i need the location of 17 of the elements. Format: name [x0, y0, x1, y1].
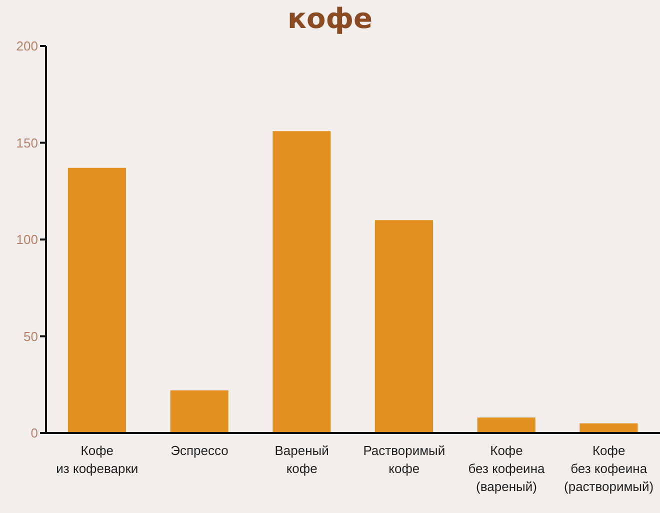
- x-tick-label: Вареный кофе: [274, 443, 329, 476]
- x-tick-label: Растворимый кофе: [363, 443, 446, 476]
- y-tick-label: 0: [30, 426, 38, 441]
- chart-title: кофе: [286, 2, 374, 36]
- y-tick-label: 200: [16, 38, 38, 54]
- bar: [170, 390, 228, 433]
- bar: [68, 168, 126, 433]
- y-tick-label: 50: [24, 328, 38, 344]
- bar: [375, 220, 433, 433]
- y-tick-label: 150: [16, 135, 38, 150]
- x-tick-label: Кофе без кофеина (вареный): [468, 443, 546, 494]
- bar: [272, 131, 331, 433]
- x-tick-label: Кофе без кофеина (растворимый): [564, 443, 654, 494]
- x-tick-label: Эспрессо: [170, 443, 228, 458]
- y-tick-label: 100: [16, 232, 38, 248]
- x-tick-label: Кофе из кофеварки: [56, 443, 138, 476]
- bar: [477, 418, 536, 433]
